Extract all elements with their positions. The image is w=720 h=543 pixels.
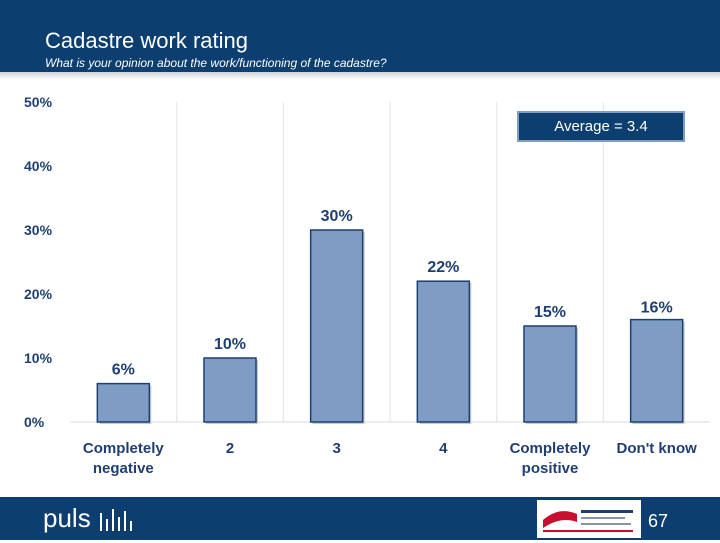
category-label: 2 — [226, 440, 234, 457]
page-title: Cadastre work rating — [45, 28, 248, 53]
average-callout: Average = 3.4 — [517, 111, 685, 142]
y-tick-label: 40% — [24, 158, 53, 174]
puls-logo: puls — [43, 503, 91, 533]
bar-value-label: 15% — [534, 304, 566, 321]
bar-value-label: 10% — [214, 336, 246, 353]
bar-value-label: 22% — [427, 259, 459, 276]
y-tick-label: 50% — [24, 94, 53, 110]
page-subtitle: What is your opinion about the work/func… — [45, 56, 387, 70]
header-shadow — [0, 72, 720, 80]
category-label: Don't know — [617, 440, 698, 457]
header-bar — [0, 0, 720, 72]
y-tick-label: 10% — [24, 350, 53, 366]
bar — [96, 382, 151, 423]
y-tick-label: 20% — [24, 286, 53, 302]
bar — [309, 229, 364, 423]
page-number: 67 — [648, 511, 669, 531]
category-label: 3 — [332, 440, 340, 457]
category-label: Completely — [83, 440, 165, 457]
ministry-logo-icon — [537, 500, 641, 538]
category-label: positive — [522, 460, 579, 477]
category-label: negative — [93, 460, 154, 477]
category-label: Completely — [510, 440, 592, 457]
bar-value-label: 30% — [321, 208, 353, 225]
y-tick-label: 30% — [24, 222, 53, 238]
bar — [629, 318, 684, 423]
bar-value-label: 6% — [112, 362, 135, 379]
signal-bars-icon — [100, 509, 132, 531]
average-label: Average = 3.4 — [554, 118, 648, 135]
bar — [416, 280, 471, 423]
category-label: 4 — [439, 440, 448, 457]
bar — [203, 357, 257, 423]
bar-chart: 0% 10% 20% 30% 40% 50% 6% Completely negative 10%… — [24, 94, 710, 477]
bar-value-label: 16% — [641, 300, 673, 317]
y-tick-label: 0% — [24, 414, 45, 430]
bar — [523, 325, 577, 423]
